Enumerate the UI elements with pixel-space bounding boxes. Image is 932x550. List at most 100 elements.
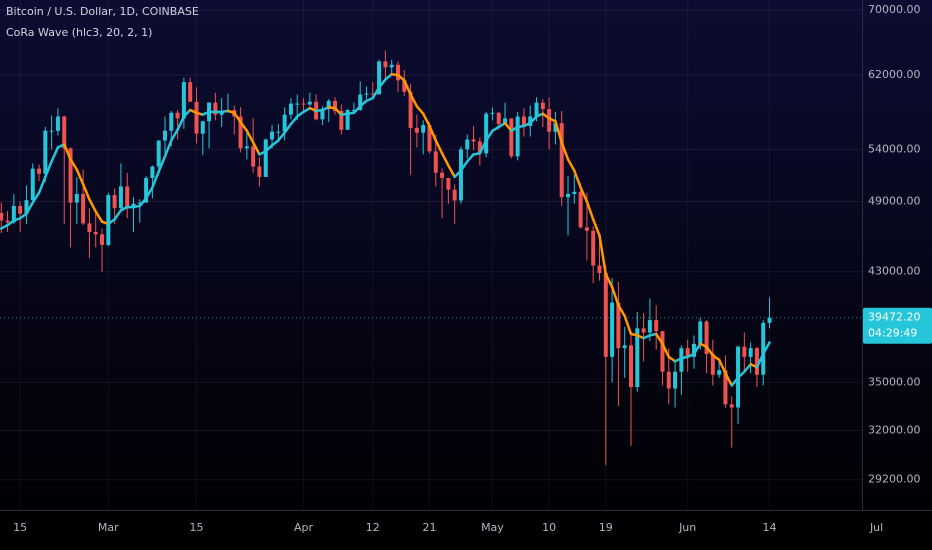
candle-body: [364, 93, 369, 95]
y-tick-label: 49000.00: [868, 195, 921, 208]
candle-body: [628, 345, 633, 387]
candle-body: [125, 186, 130, 209]
wave-line: [270, 139, 280, 147]
candle-body: [421, 125, 426, 133]
x-tick-label: 15: [189, 521, 203, 534]
wave-line: [94, 210, 104, 223]
indicator-legend: CoRa Wave (hlc3, 20, 2, 1): [6, 26, 152, 39]
x-tick-label: 19: [599, 521, 613, 534]
wave-line: [761, 341, 771, 356]
candle-body: [647, 320, 652, 333]
wave-line: [466, 153, 475, 163]
y-tick-label: 35000.00: [868, 375, 921, 388]
candle-body: [509, 118, 514, 157]
candle-body: [729, 404, 734, 408]
y-tick-label: 54000.00: [868, 142, 921, 155]
candle-body: [547, 109, 552, 132]
wave-line: [176, 115, 186, 132]
wave-line: [245, 129, 255, 144]
candle-body: [320, 109, 325, 120]
symbol-title: Bitcoin / U.S. Dollar, 1D, COINBASE: [6, 5, 199, 18]
candle-body: [458, 149, 463, 201]
x-tick-label: 15: [13, 521, 27, 534]
candle-body: [616, 302, 621, 349]
candle-body: [465, 139, 470, 150]
wave-line: [358, 99, 368, 108]
wave-line: [421, 112, 431, 128]
candle-body: [326, 100, 331, 110]
candle-body: [30, 168, 35, 201]
wave-line: [62, 143, 72, 161]
wave-line: [730, 376, 740, 387]
candle-body: [717, 370, 722, 375]
wave-line: [654, 332, 664, 346]
candle-body: [597, 265, 602, 273]
wave-line: [705, 345, 715, 357]
candle-body: [389, 64, 394, 68]
candle-body: [370, 93, 375, 95]
candle-body: [679, 348, 684, 372]
candle-body: [339, 110, 344, 130]
wave-line: [667, 355, 677, 363]
candle-body: [427, 125, 432, 152]
candle-body: [55, 116, 60, 131]
candle-body: [591, 230, 596, 266]
candle-body: [156, 140, 161, 167]
candle-body: [635, 328, 640, 387]
wave-line: [151, 170, 160, 189]
candle-body: [43, 130, 48, 174]
candle-body: [106, 195, 111, 245]
candle-body: [333, 100, 338, 111]
candle-body: [484, 113, 489, 154]
wave-line: [44, 160, 53, 179]
candle-body: [559, 123, 564, 198]
candle-body: [710, 353, 715, 375]
candle-body: [402, 80, 407, 92]
candle-body: [414, 127, 419, 133]
candle-body: [238, 116, 243, 149]
candle-body: [282, 114, 287, 132]
wave-line: [566, 158, 576, 172]
wave-line: [617, 304, 626, 318]
wave-line: [585, 200, 595, 221]
wave-line: [138, 197, 148, 208]
candle-body: [553, 123, 558, 132]
candle-body: [358, 94, 363, 111]
candle-body: [307, 101, 312, 105]
candle-body: [100, 234, 105, 245]
candle-body: [0, 212, 4, 221]
candle-body: [345, 110, 350, 130]
wave-line: [478, 139, 488, 155]
candle-body: [566, 193, 571, 198]
candle-body: [515, 116, 520, 157]
candle-body: [37, 168, 42, 174]
candle-body: [490, 112, 495, 114]
candle-body: [578, 191, 583, 228]
wave-line: [755, 352, 765, 369]
x-tick-label: 14: [763, 521, 777, 534]
candle-body: [641, 328, 646, 333]
wave-line: [736, 370, 746, 380]
candle-body: [395, 64, 400, 81]
candle-body: [150, 166, 155, 178]
wave-line: [623, 314, 633, 336]
candle-body: [24, 200, 29, 214]
wave-line: [31, 191, 41, 204]
candle-body: [81, 193, 86, 224]
candle-body: [112, 195, 117, 209]
candle-body: [301, 103, 306, 105]
candle-body: [244, 146, 249, 149]
y-tick-label: 62000.00: [868, 68, 921, 81]
candle-body: [666, 371, 671, 389]
candle-body: [660, 331, 665, 372]
candle-body: [377, 61, 382, 95]
wave-line: [384, 72, 393, 81]
candle-body: [654, 320, 659, 332]
x-tick-label: May: [481, 521, 504, 534]
wave-line: [50, 146, 60, 163]
candle-body: [446, 177, 451, 190]
x-tick-label: 12: [366, 521, 380, 534]
candle-body: [723, 370, 728, 405]
